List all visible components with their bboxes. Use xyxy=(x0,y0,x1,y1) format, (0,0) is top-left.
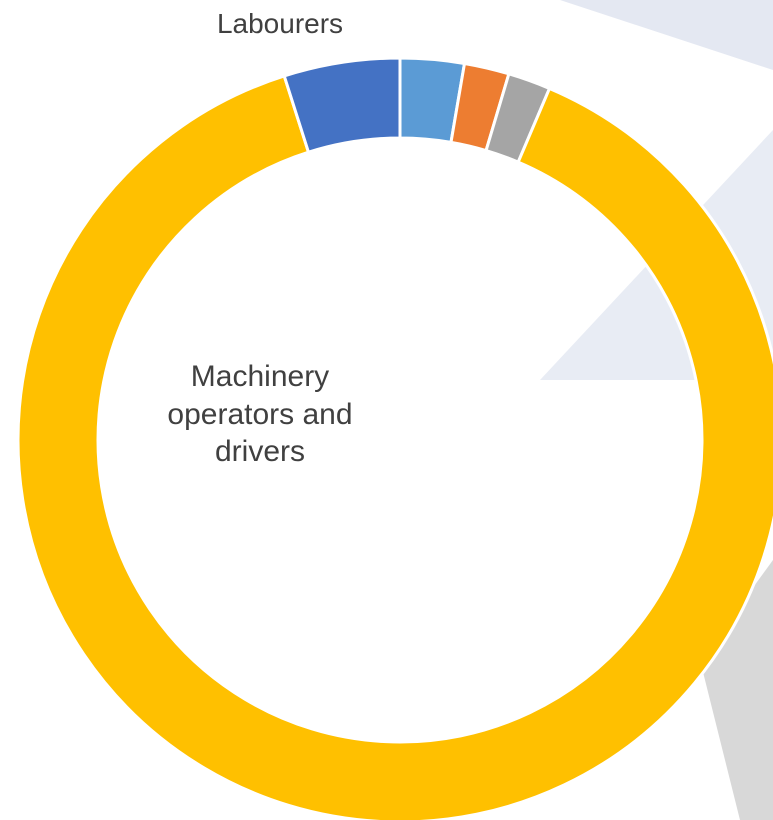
segment-label: Machinery operators and drivers xyxy=(167,360,353,468)
donut xyxy=(16,56,773,820)
donut-segment xyxy=(16,74,773,820)
donut-segment xyxy=(282,56,402,155)
background-shape xyxy=(560,0,773,70)
segment-label: Labourers xyxy=(216,8,344,39)
background-shape xyxy=(700,560,773,820)
